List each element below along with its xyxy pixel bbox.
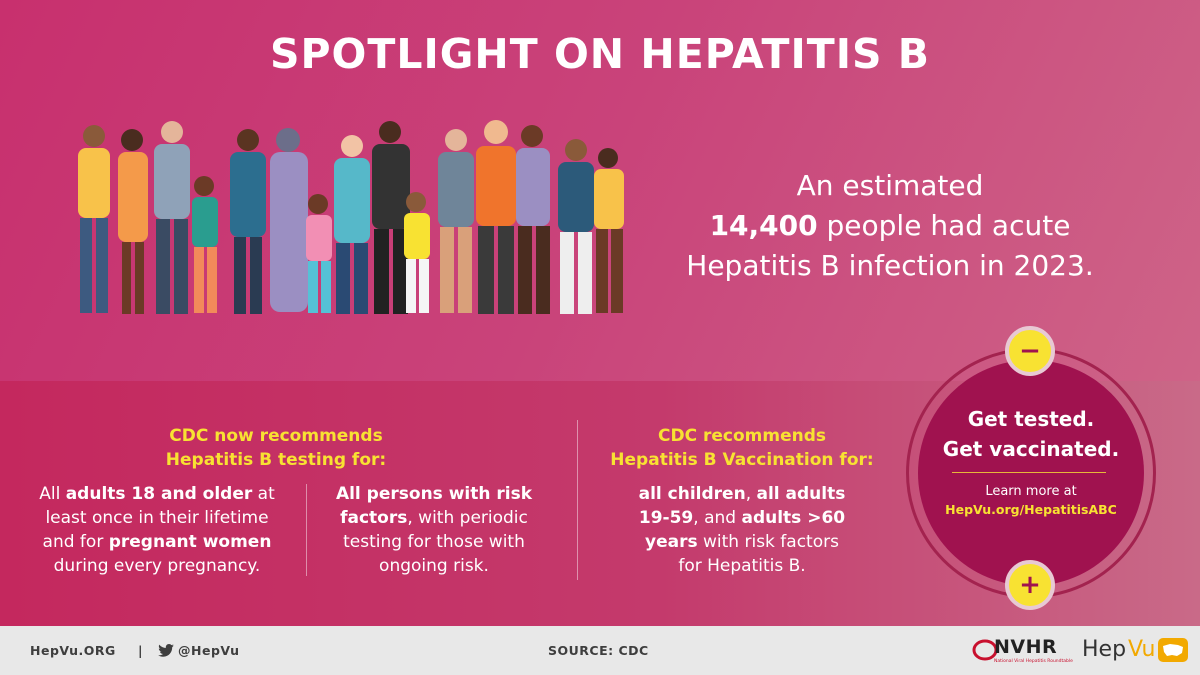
callout-title: Get tested. Get vaccinated. [918,404,1144,464]
testing-col2-line-1: All persons with risk [335,484,533,504]
stat-line-1: An estimated [796,169,984,202]
stat-number: 14,400 [709,209,818,242]
stat-line-2-rest: people had acute [817,209,1071,242]
person-1 [78,125,110,313]
person-15 [594,148,624,313]
text-bold: factors [340,508,408,528]
person-8 [334,135,370,314]
vaccination-line-2: 19-59, and adults >60 [594,506,890,530]
testing-heading-line-1: CDC now recommends [169,426,383,446]
footer: HepVu.ORG | @HepVu SOURCE: CDC NVHR Nati… [0,626,1200,675]
text-bold: adults >60 [741,508,846,528]
testing-col1-line-1: All adults 18 and older at [20,482,294,506]
callout-circle [918,360,1144,586]
text-bold: pregnant women [108,532,272,552]
divider [577,420,578,580]
person-10 [404,192,430,313]
text-span: and for [42,532,109,552]
person-9 [372,121,410,314]
nvhr-subtitle: National Viral Hepatitis Roundtable [994,659,1073,664]
hepvu-link[interactable]: HepVu.org/HepatitisABC [945,502,1117,517]
stat-line-2: 14,400 people had acute [650,206,1130,246]
us-map-icon [1158,638,1188,662]
person-12 [476,120,516,314]
footer-separator: | [138,643,144,658]
vaccination-line-4: for Hepatitis B. [678,556,806,576]
person-2 [118,129,148,314]
person-5 [230,129,266,314]
twitter-icon [158,644,174,657]
hepvu-logo: Hep Vu [1082,634,1192,668]
vaccination-heading-line-2: Hepatitis B Vaccination for: [610,450,874,470]
callout-line-1: Get tested. [967,407,1095,431]
callout-divider [952,472,1106,473]
vaccination-line-1: all children, all adults [594,482,890,506]
testing-adults-pregnant: All adults 18 and older at least once in… [20,482,294,578]
testing-col1-line-2: least once in their lifetime [45,508,269,528]
hepvu-brand-hep: Hep [1082,637,1127,662]
testing-heading: CDC now recommends Hepatitis B testing f… [86,424,466,472]
learn-more-text: Learn more at [985,484,1077,499]
testing-col1-line-4: during every pregnancy. [53,556,261,576]
text-bold: adults 18 and older [65,484,253,504]
stat-line-3: Hepatitis B infection in 2023. [686,249,1094,282]
text-bold: all adults [756,484,846,504]
testing-col2-line-4: ongoing risk. [379,556,489,576]
person-14 [558,139,594,314]
testing-col2-line-3: testing for those with [343,532,525,552]
person-11 [438,129,474,313]
divider [306,484,307,576]
footer-site-link[interactable]: HepVu.ORG [30,643,116,658]
text-bold: 19-59 [638,508,694,528]
vaccination-heading: CDC recommends Hepatitis B Vaccination f… [594,424,890,472]
vaccination-groups: all children, all adults 19-59, and adul… [594,482,890,578]
plus-icon: + [1005,560,1055,610]
callout-line-2: Get vaccinated. [942,437,1120,461]
person-13 [516,125,550,314]
text-span: , with periodic [407,508,528,528]
testing-risk-factors: All persons with risk factors, with peri… [316,482,552,578]
nvhr-name: NVHR [994,636,1058,658]
text-bold: all children [638,484,746,504]
footer-twitter-handle[interactable]: @HepVu [178,643,240,658]
text-span: , and [693,508,742,528]
nvhr-swoosh-icon [972,639,998,661]
person-3 [154,121,190,314]
testing-col2-line-2: factors, with periodic [316,506,552,530]
footer-source: SOURCE: CDC [548,643,649,658]
text-span: at [252,484,275,504]
text-span: , [745,484,757,504]
acute-infection-stat: An estimated 14,400 people had acute Hep… [650,166,1130,286]
person-6 [270,128,308,312]
diverse-group-of-people-illustration [78,120,624,314]
nvhr-logo: NVHR National Viral Hepatitis Roundtable [972,635,1073,667]
hepvu-brand-vu: Vu [1128,637,1156,662]
page-title: SPOTLIGHT ON HEPATITIS B [269,30,931,78]
text-span: with risk factors [697,532,839,552]
testing-heading-line-2: Hepatitis B testing for: [165,450,387,470]
text-bold: years [645,532,698,552]
testing-col1-line-3: and for pregnant women [20,530,294,554]
vaccination-line-3: years with risk factors [594,530,890,554]
text-span: All [39,484,66,504]
vaccination-heading-line-1: CDC recommends [658,426,826,446]
person-4 [192,176,218,313]
person-7 [306,194,332,313]
minus-icon: − [1005,326,1055,376]
